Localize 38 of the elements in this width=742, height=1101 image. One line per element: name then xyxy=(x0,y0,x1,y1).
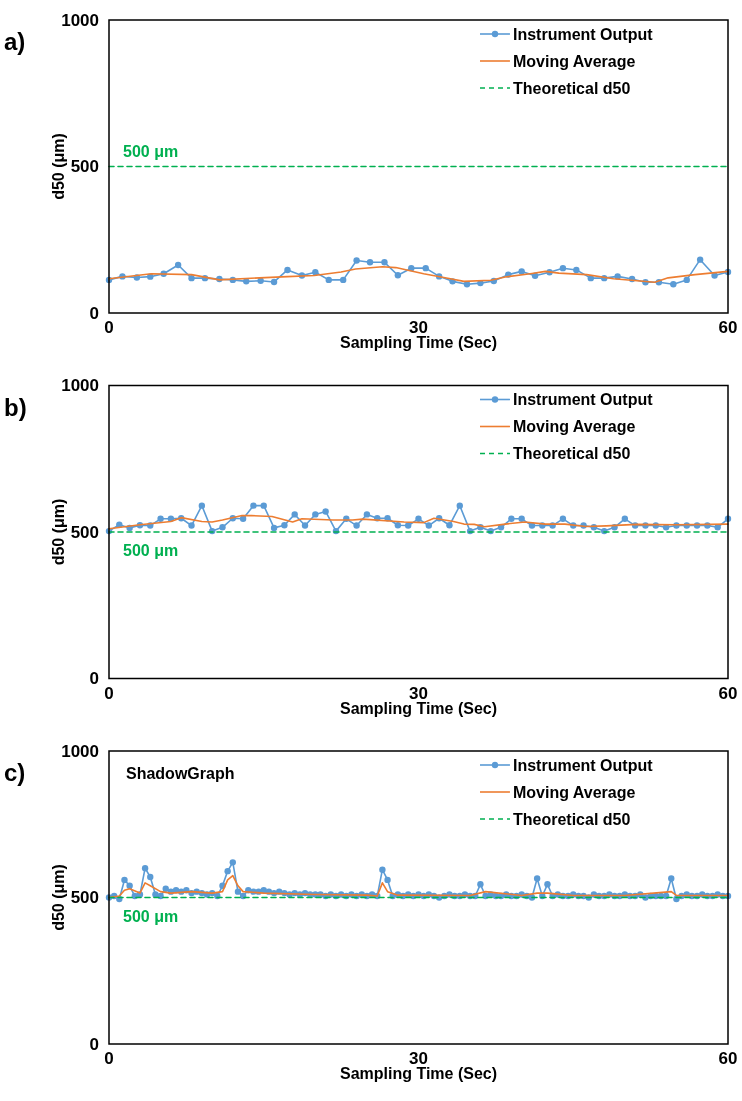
y-tick-label: 1000 xyxy=(61,741,99,761)
annotation: 500 μm xyxy=(123,142,179,160)
text: b) xyxy=(4,393,27,421)
legend-label: Instrument Output xyxy=(513,25,654,43)
legend-label: Moving Average xyxy=(513,418,636,436)
text: ShadowGraph xyxy=(126,765,235,782)
legend-label: Theoretical d50 xyxy=(513,445,631,463)
y-axis-title: d50 (μm) xyxy=(50,498,67,566)
legend-label: Theoretical d50 xyxy=(513,810,631,828)
y-tick-label: 1000 xyxy=(61,376,99,396)
x-tick-label: 30 xyxy=(409,1049,428,1068)
x-tick-label: 0 xyxy=(104,683,114,703)
x-tick-label: 60 xyxy=(718,1049,738,1068)
legend-label: Moving Average xyxy=(513,783,636,801)
y-tick-label: 0 xyxy=(89,1034,99,1054)
y-tick-label: 500 xyxy=(70,157,99,177)
legend-label: Instrument Output xyxy=(513,391,654,409)
x-tick-label: 0 xyxy=(104,1049,114,1068)
y-tick-label: 0 xyxy=(89,669,99,689)
annotation: 500 μm xyxy=(123,907,179,925)
text: c) xyxy=(4,759,26,786)
y-axis-title: d50 (μm) xyxy=(50,864,67,931)
x-tick-label: 0 xyxy=(104,318,114,337)
legend-label: Instrument Output xyxy=(513,756,654,774)
x-tick-label: 30 xyxy=(409,318,428,337)
y-tick-label: 500 xyxy=(70,888,99,908)
x-tick-label: 60 xyxy=(718,318,738,337)
annotation: 500 μm xyxy=(123,542,179,559)
y-axis-title: d50 (μm) xyxy=(50,133,67,200)
x-axis-title: Sampling Time (Sec) xyxy=(339,334,498,351)
y-tick-label: 500 xyxy=(70,522,99,542)
y-tick-label: 0 xyxy=(89,303,99,323)
x-tick-label: 60 xyxy=(718,683,738,703)
legend-label: Theoretical d50 xyxy=(513,79,631,97)
legend-label: Moving Average xyxy=(513,52,636,70)
text: a) xyxy=(4,28,26,55)
y-tick-label: 1000 xyxy=(61,10,99,30)
x-axis-title: Sampling Time (Sec) xyxy=(339,1065,498,1082)
